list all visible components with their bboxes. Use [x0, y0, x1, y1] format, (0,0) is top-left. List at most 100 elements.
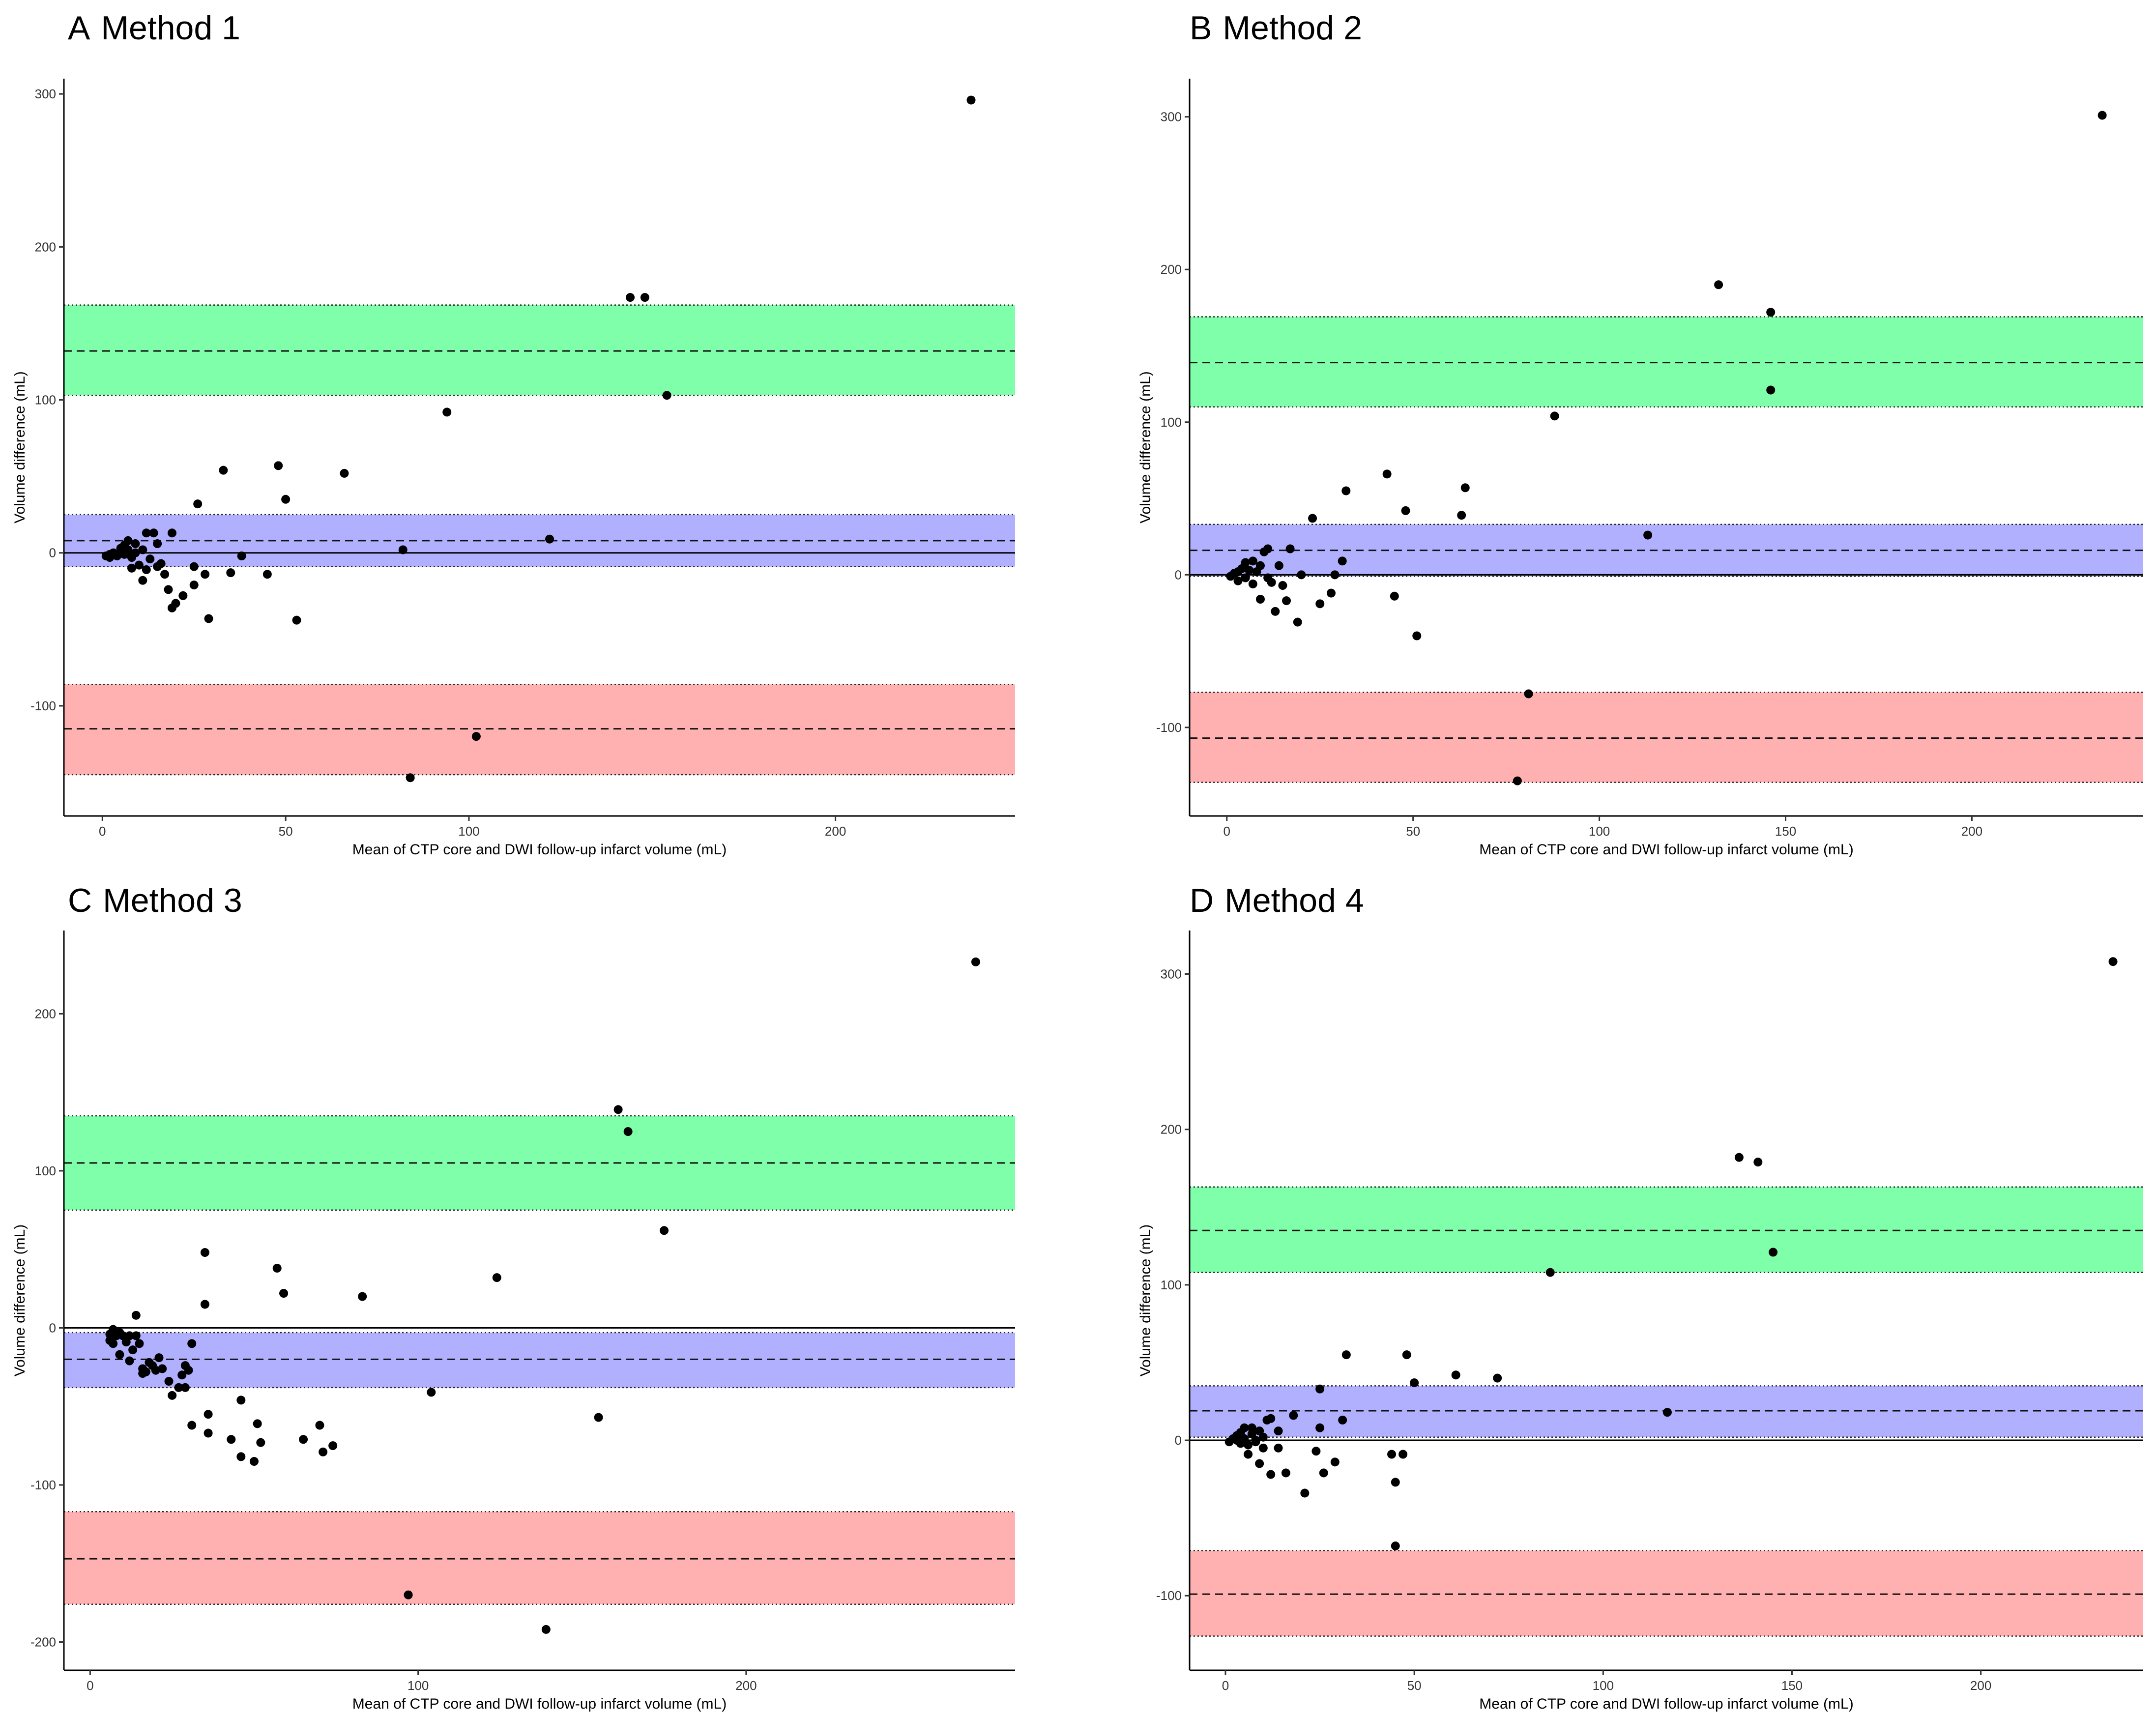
data-point [1315, 1424, 1324, 1432]
data-point [1259, 1433, 1268, 1442]
data-point [1735, 1153, 1744, 1162]
data-point [1275, 561, 1283, 570]
y-tick-label: 100 [35, 1163, 56, 1178]
x-tick-label: 200 [1970, 1678, 1991, 1693]
data-point [641, 293, 649, 302]
data-point [181, 1383, 190, 1392]
data-point [201, 1248, 209, 1257]
x-tick-label: 0 [99, 824, 106, 839]
x-axis-label: Mean of CTP core and DWI follow-up infar… [1479, 1696, 1853, 1712]
data-point [125, 1357, 134, 1366]
x-tick-label: 150 [1781, 1678, 1803, 1693]
data-point [328, 1441, 337, 1450]
band-0 [64, 305, 1015, 396]
data-point [135, 1339, 144, 1348]
y-tick-label: 0 [49, 1320, 56, 1335]
data-point [168, 528, 176, 537]
band-0 [1190, 1187, 2143, 1273]
data-point [1714, 280, 1723, 289]
data-point [256, 1438, 265, 1447]
data-point [1390, 592, 1399, 601]
data-point [442, 407, 451, 416]
data-point [204, 1429, 213, 1438]
y-tick-label: 200 [35, 1006, 56, 1021]
band-1 [64, 1333, 1015, 1388]
y-axis-label: Volume difference (mL) [1137, 371, 1154, 524]
data-point [1267, 578, 1276, 587]
data-point [1282, 1468, 1290, 1477]
y-axis-label: Volume difference (mL) [12, 371, 28, 524]
data-point [1278, 581, 1287, 590]
data-point [149, 528, 158, 537]
data-point [132, 1331, 141, 1340]
data-point [250, 1457, 259, 1466]
y-tick-label: -100 [30, 1478, 56, 1492]
data-point [1256, 595, 1265, 604]
data-point [406, 773, 415, 782]
data-point [1259, 1444, 1268, 1453]
data-point [1401, 506, 1410, 515]
data-point [1327, 589, 1336, 598]
data-point [427, 1388, 436, 1396]
data-point [1461, 483, 1470, 492]
data-point [1241, 558, 1250, 567]
data-point [1315, 1385, 1324, 1394]
band-0 [1190, 317, 2143, 407]
data-point [1643, 531, 1652, 540]
data-point [1412, 632, 1421, 640]
data-point [190, 581, 199, 589]
data-point [131, 539, 140, 548]
data-point [146, 554, 154, 563]
data-point [1391, 1541, 1400, 1550]
data-point [1249, 580, 1257, 588]
x-axis-label: Mean of CTP core and DWI follow-up infar… [352, 842, 727, 858]
data-point [226, 568, 235, 577]
band-2 [1190, 1551, 2143, 1636]
data-point [142, 1367, 150, 1376]
data-point [1342, 1350, 1351, 1359]
data-point [1256, 561, 1265, 570]
data-point [542, 1625, 551, 1634]
y-tick-label: -100 [1156, 720, 1182, 735]
data-point [279, 1289, 288, 1298]
data-point [1274, 1426, 1283, 1435]
data-point [319, 1448, 327, 1456]
data-point [171, 599, 180, 608]
band-2 [64, 1512, 1015, 1604]
data-point [1493, 1374, 1502, 1383]
data-point [399, 546, 408, 554]
data-point [1245, 566, 1253, 575]
data-point [1766, 386, 1775, 395]
x-tick-label: 50 [1406, 824, 1420, 839]
data-point [594, 1413, 603, 1422]
data-point [1513, 777, 1522, 785]
panel-letter: D [1190, 882, 1214, 919]
data-point [1331, 1457, 1340, 1466]
data-point [115, 1350, 124, 1359]
data-point [178, 591, 187, 600]
y-tick-label: 0 [1175, 567, 1182, 582]
data-point [1546, 1268, 1555, 1277]
data-point [1769, 1248, 1777, 1256]
data-point [155, 1353, 164, 1362]
panel-a: A Method 1 -100 0 100 200 300 0 50 100 200 Mean of … [12, 9, 1015, 858]
data-point [1248, 1424, 1256, 1432]
data-point [168, 1391, 176, 1400]
data-point [1308, 514, 1317, 523]
data-point [1249, 556, 1257, 565]
data-point [1286, 545, 1295, 553]
y-tick-label: -100 [30, 698, 56, 713]
data-point [1452, 1370, 1460, 1379]
data-point [109, 1339, 117, 1348]
panel-method-name: Method 4 [1224, 882, 1364, 919]
data-point [237, 552, 246, 560]
data-point [1315, 599, 1324, 608]
band-2 [64, 684, 1015, 775]
data-point [358, 1292, 367, 1301]
data-point [142, 565, 151, 574]
y-tick-label: 0 [1175, 1433, 1182, 1448]
data-point [1319, 1468, 1328, 1477]
data-point [138, 576, 147, 585]
y-axis-label: Volume difference (mL) [12, 1224, 28, 1377]
data-point [1311, 1447, 1320, 1455]
